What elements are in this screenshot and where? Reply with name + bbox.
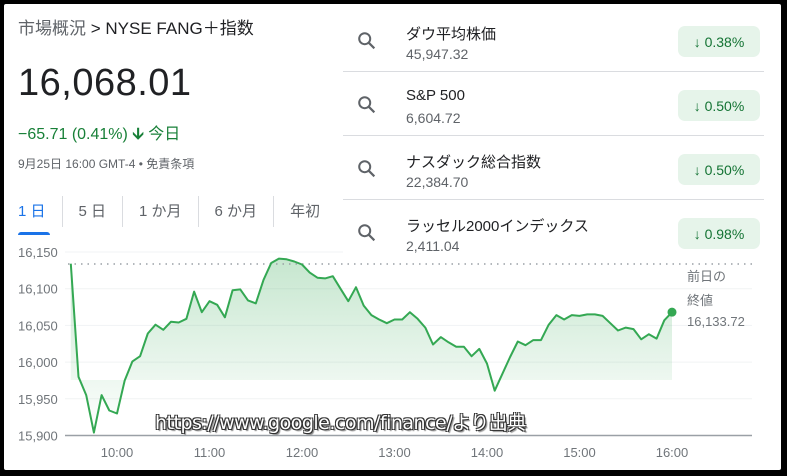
suggestion-name: ダウ平均株価	[406, 26, 497, 43]
disclaimer-link[interactable]: 免責条項	[146, 157, 195, 171]
suggestion-value: 2,411.04	[406, 238, 460, 254]
x-tick-label: 12:00	[286, 445, 319, 460]
suggestion-value: 22,384.70	[406, 174, 469, 190]
arrow-down-icon: ↓	[693, 161, 705, 178]
timestamp: 9月25日 16:00 GMT-4	[18, 157, 136, 171]
suggestion-value: 45,947.32	[406, 46, 469, 62]
tab-1-day[interactable]: 1 日	[18, 196, 63, 235]
breadcrumb-market-overview[interactable]: 市場概況	[18, 19, 86, 38]
suggestion-name: ナスダック総合指数	[406, 154, 542, 171]
suggestion-value: 6,604.72	[406, 110, 461, 126]
change-badge: ↓ 0.98%	[678, 218, 760, 249]
x-tick-label: 15:00	[563, 445, 596, 460]
suggestion-name: ラッセル2000インデックス	[406, 218, 589, 235]
x-tick-label: 16:00	[656, 445, 689, 460]
change-badge: ↓ 0.50%	[678, 90, 760, 121]
range-tabs: 1 日 5 日 1 か月 6 か月 年初	[18, 196, 352, 235]
price-area	[70, 258, 672, 433]
x-tick-label: 11:00	[194, 445, 226, 460]
y-tick-label: 16,150	[18, 245, 58, 260]
price-line	[69, 257, 673, 434]
suggestion-sp500[interactable]: S&P 500 6,604.72 ↓ 0.50%	[343, 72, 764, 136]
y-tick-label: 16,050	[18, 318, 58, 333]
breadcrumb-separator: >	[90, 19, 101, 38]
search-suggestions-dropdown: ダウ平均株価 45,947.32 ↓ 0.38% S&P 500 6,604.7…	[343, 8, 764, 263]
change-percent: 0.50%	[704, 161, 745, 178]
change-percent: 0.98%	[704, 225, 745, 242]
suggestion-russell[interactable]: ラッセル2000インデックス 2,411.04 ↓ 0.98%	[343, 200, 764, 263]
prev-close-value: 16,133.72	[687, 314, 745, 329]
tab-ytd[interactable]: 年初	[290, 203, 321, 220]
change-period: 今日	[148, 126, 181, 143]
quote-meta: 9月25日 16:00 GMT-4 • 免責条項	[18, 157, 195, 171]
search-icon	[358, 96, 376, 114]
x-tick-label: 14:00	[471, 445, 504, 460]
tab-1-month[interactable]: 1 か月	[139, 196, 199, 227]
breadcrumb-current: NYSE FANG＋指数	[105, 19, 254, 38]
price-change: −65.71 (0.41%) 🡫 今日	[18, 120, 180, 150]
last-price-dot	[667, 307, 677, 317]
y-tick-label: 15,900	[18, 429, 58, 444]
arrow-down-icon: ↓	[693, 33, 705, 50]
search-icon	[358, 224, 376, 242]
arrow-down-icon: ↓	[693, 225, 705, 242]
breadcrumb: 市場概況 > NYSE FANG＋指数	[18, 14, 254, 39]
change-badge: ↓ 0.38%	[678, 26, 760, 57]
tab-6-months[interactable]: 6 か月	[215, 196, 275, 227]
arrow-down-icon: ↓	[693, 97, 705, 114]
prev-close-label-1: 前日の	[687, 269, 727, 284]
y-tick-label: 16,100	[18, 282, 58, 297]
prev-close-label-2: 終値	[687, 293, 714, 308]
y-tick-label: 16,000	[18, 355, 58, 370]
tab-5-days[interactable]: 5 日	[79, 196, 124, 227]
change-value: −65.71 (0.41%)	[18, 126, 128, 143]
search-icon	[358, 160, 376, 178]
search-icon	[358, 32, 376, 50]
arrow-down-icon: 🡫	[132, 126, 144, 143]
change-percent: 0.50%	[704, 97, 745, 114]
suggestion-name: S&P 500	[406, 87, 465, 104]
y-tick-label: 15,950	[18, 392, 58, 407]
source-watermark: https://www.google.com/finance/より出典	[155, 412, 526, 434]
current-price: 16,068.01	[18, 62, 192, 104]
change-badge: ↓ 0.50%	[678, 154, 760, 185]
suggestion-dow[interactable]: ダウ平均株価 45,947.32 ↓ 0.38%	[343, 8, 764, 72]
x-tick-label: 13:00	[378, 445, 411, 460]
change-percent: 0.38%	[704, 33, 745, 50]
x-tick-label: 10:00	[101, 445, 134, 460]
suggestion-nasdaq[interactable]: ナスダック総合指数 22,384.70 ↓ 0.50%	[343, 136, 764, 200]
